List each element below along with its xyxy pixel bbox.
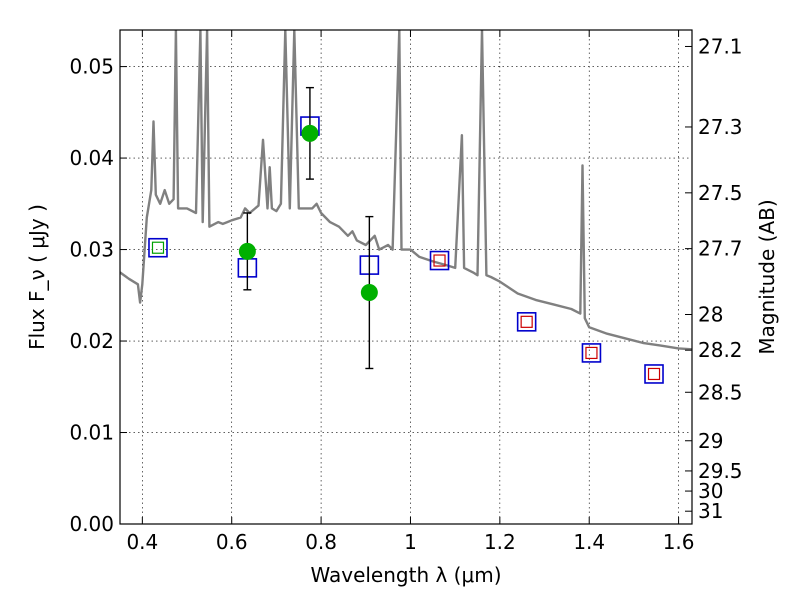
observed-point (360, 284, 378, 302)
inner-photometry-box (520, 315, 533, 328)
y-tick-label: 0.05 (69, 55, 114, 79)
x-axis-label: Wavelength λ (μm) (310, 563, 501, 587)
right-tick-label: 31 (698, 499, 723, 523)
x-tick-label: 1.6 (663, 530, 695, 554)
right-tick-label: 28.5 (698, 380, 743, 404)
y-tick-label: 0.03 (69, 238, 114, 262)
model-spectrum-layer (120, 30, 692, 351)
x-tick-label: 0.6 (216, 530, 248, 554)
right-tick-label: 27.7 (698, 237, 743, 261)
right-tick-label: 29 (698, 429, 723, 453)
y-tick-label: 0.02 (69, 329, 114, 353)
x-tick-label: 1.2 (484, 530, 516, 554)
inner-photometry-box (647, 367, 661, 381)
model-spectrum-line (120, 30, 692, 351)
y-axis: 0.00 0.01 0.02 0.03 0.04 0.05 (69, 55, 127, 536)
model-photometry-box (581, 343, 602, 363)
observed-point (238, 242, 256, 260)
photometry-layer (148, 86, 664, 384)
model-photometry-box (644, 364, 664, 384)
model-photometry-box (148, 237, 168, 258)
right-tick-label: 29.5 (698, 459, 743, 483)
y-axis-label: Flux F_ν ( μJy ) (25, 204, 49, 350)
right-tick-label: 27.1 (698, 34, 743, 58)
observed-point (301, 124, 319, 142)
right-tick-label: 27.3 (698, 115, 743, 139)
x-tick-label: 0.4 (126, 530, 158, 554)
x-tick-label: 1 (404, 530, 417, 554)
y-tick-label: 0.04 (69, 146, 114, 170)
x-axis: 0.4 0.6 0.8 1 1.2 1.4 1.6 (126, 30, 695, 554)
right-tick-label: 28 (698, 303, 723, 327)
right-tick-label: 28.2 (698, 338, 743, 362)
inner-photometry-box (585, 346, 598, 360)
grid (120, 30, 692, 524)
x-tick-label: 0.8 (305, 530, 337, 554)
model-photometry-box (516, 312, 537, 332)
inner-photometry-box (151, 241, 165, 254)
plot-frame (119, 29, 693, 525)
y-tick-label: 0.01 (69, 421, 114, 445)
x-tick-label: 1.4 (573, 530, 605, 554)
plot-area (120, 30, 692, 384)
y-tick-label: 0.00 (69, 512, 114, 536)
right-tick-label: 30 (698, 479, 723, 503)
right-axis-label: Magnitude (AB) (755, 199, 779, 354)
inner-photometry-box (433, 254, 446, 267)
model-photometry-box (429, 250, 450, 271)
right-tick-label: 27.5 (698, 181, 743, 205)
